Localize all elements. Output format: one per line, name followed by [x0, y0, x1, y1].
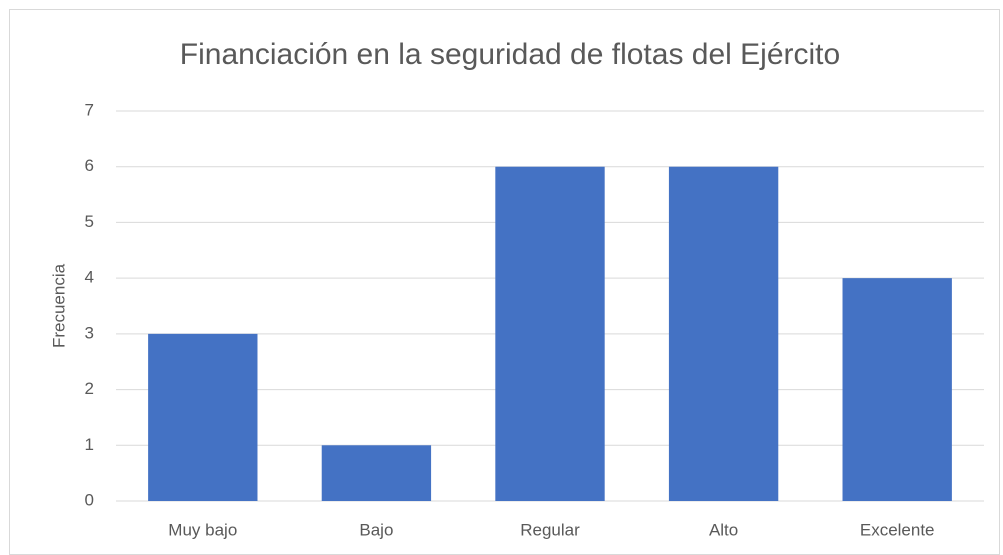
- y-tick-label: 0: [85, 490, 94, 509]
- bar: [321, 445, 432, 501]
- x-tick-label: Alto: [709, 520, 738, 539]
- y-tick-label: 4: [85, 268, 94, 287]
- x-tick-label: Bajo: [359, 520, 393, 539]
- y-axis-label: Frecuencia: [49, 263, 68, 348]
- x-tick-label: Regular: [520, 520, 580, 539]
- bar: [842, 278, 952, 501]
- bar: [148, 333, 258, 501]
- y-tick-label: 7: [85, 100, 94, 119]
- bar: [668, 166, 779, 501]
- bar: [495, 166, 605, 501]
- y-tick-label: 1: [85, 435, 94, 454]
- y-tick-label: 2: [85, 379, 94, 398]
- chart-title: Financiación en la seguridad de flotas d…: [180, 38, 840, 71]
- y-tick-label: 5: [85, 212, 94, 231]
- y-tick-label: 3: [85, 323, 94, 342]
- y-tick-label: 6: [85, 156, 94, 175]
- x-tick-label: Excelente: [860, 520, 935, 539]
- x-tick-label: Muy bajo: [168, 520, 237, 539]
